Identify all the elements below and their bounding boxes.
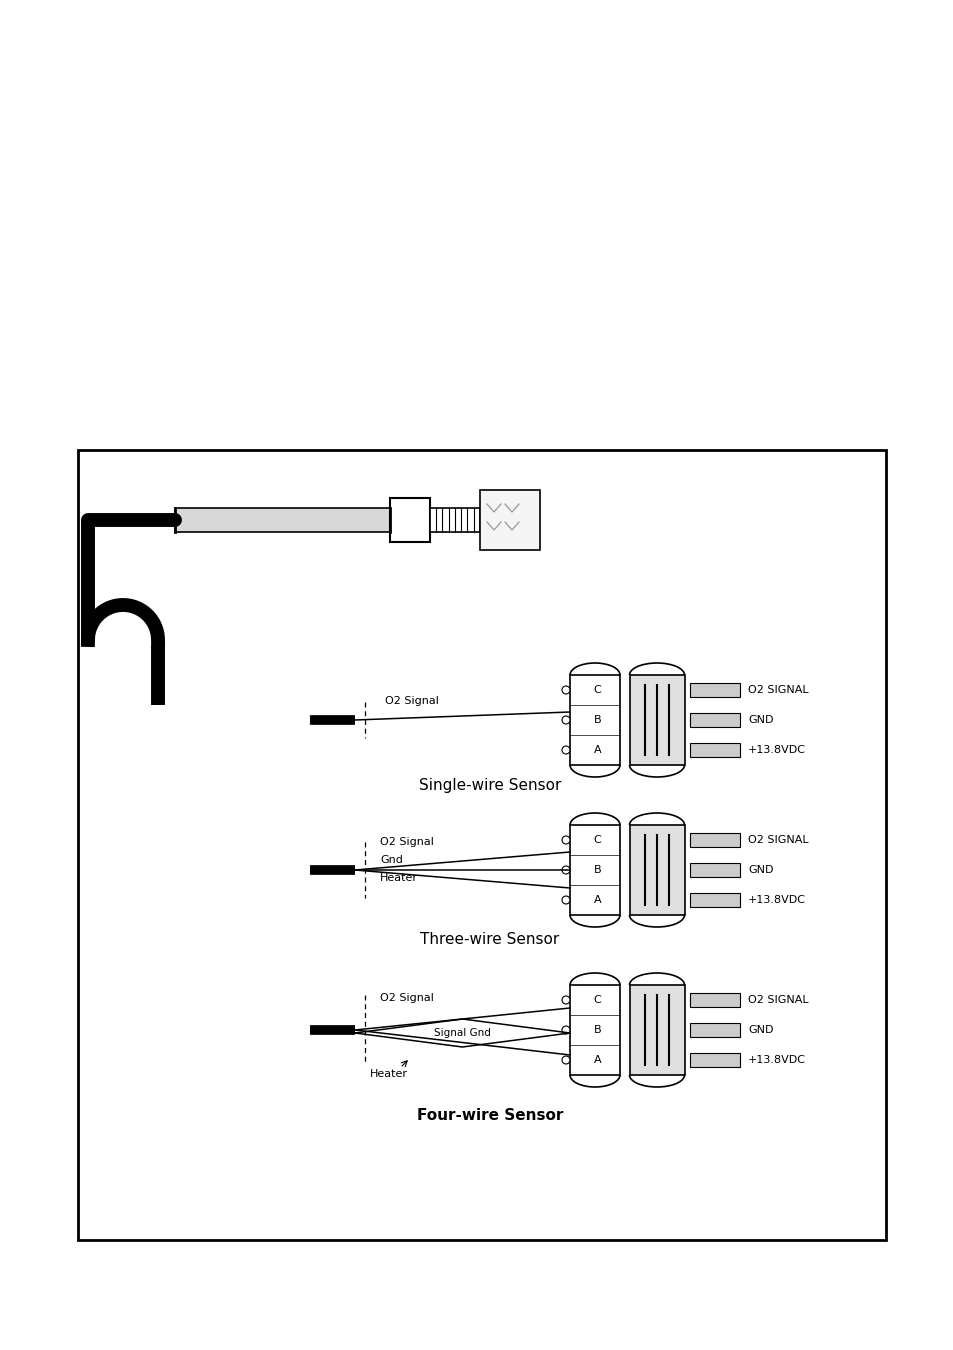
Bar: [689, 833, 740, 846]
Text: O2 Signal: O2 Signal: [379, 837, 434, 846]
Bar: [629, 986, 684, 1075]
Text: O2 Signal: O2 Signal: [379, 994, 434, 1003]
Text: +13.8VDC: +13.8VDC: [747, 745, 805, 755]
Text: A: A: [593, 1054, 600, 1065]
Text: Heater: Heater: [379, 873, 417, 883]
Bar: [174, 508, 390, 532]
Circle shape: [561, 896, 569, 905]
Text: C: C: [593, 995, 600, 1004]
Bar: [390, 498, 430, 541]
Bar: [689, 683, 740, 697]
Circle shape: [561, 865, 569, 873]
Text: Gnd: Gnd: [379, 855, 402, 865]
Circle shape: [561, 996, 569, 1004]
Text: B: B: [593, 865, 600, 875]
Text: +13.8VDC: +13.8VDC: [747, 1054, 805, 1065]
Text: GND: GND: [747, 865, 773, 875]
Text: Heater: Heater: [370, 1069, 408, 1079]
Text: A: A: [593, 745, 600, 755]
Text: O2 SIGNAL: O2 SIGNAL: [747, 684, 808, 695]
Bar: [629, 825, 684, 915]
Text: C: C: [593, 836, 600, 845]
Text: +13.8VDC: +13.8VDC: [747, 895, 805, 905]
Text: Three-wire Sensor: Three-wire Sensor: [420, 931, 559, 946]
Text: O2 SIGNAL: O2 SIGNAL: [747, 995, 808, 1004]
Bar: [629, 675, 684, 765]
Bar: [78, 450, 885, 1241]
Text: Signal Gnd: Signal Gnd: [434, 1027, 491, 1038]
Circle shape: [561, 747, 569, 755]
Bar: [689, 743, 740, 757]
Text: O2 Signal: O2 Signal: [385, 697, 438, 706]
Circle shape: [561, 1026, 569, 1034]
Circle shape: [561, 686, 569, 694]
Text: O2 SIGNAL: O2 SIGNAL: [747, 836, 808, 845]
Circle shape: [561, 716, 569, 724]
Bar: [569, 675, 619, 765]
Bar: [689, 892, 740, 907]
Text: GND: GND: [747, 716, 773, 725]
Bar: [689, 863, 740, 878]
Text: GND: GND: [747, 1025, 773, 1035]
Circle shape: [561, 836, 569, 844]
Text: A: A: [593, 895, 600, 905]
Bar: [569, 825, 619, 915]
Text: C: C: [593, 684, 600, 695]
Text: B: B: [593, 716, 600, 725]
Bar: [479, 490, 539, 549]
Bar: [689, 1053, 740, 1066]
Bar: [689, 994, 740, 1007]
Circle shape: [561, 1056, 569, 1064]
Text: B: B: [593, 1025, 600, 1035]
Bar: [430, 508, 479, 532]
Text: Four-wire Sensor: Four-wire Sensor: [416, 1108, 562, 1123]
Bar: [689, 713, 740, 728]
Bar: [569, 986, 619, 1075]
Text: Single-wire Sensor: Single-wire Sensor: [418, 778, 560, 792]
Bar: [689, 1023, 740, 1037]
